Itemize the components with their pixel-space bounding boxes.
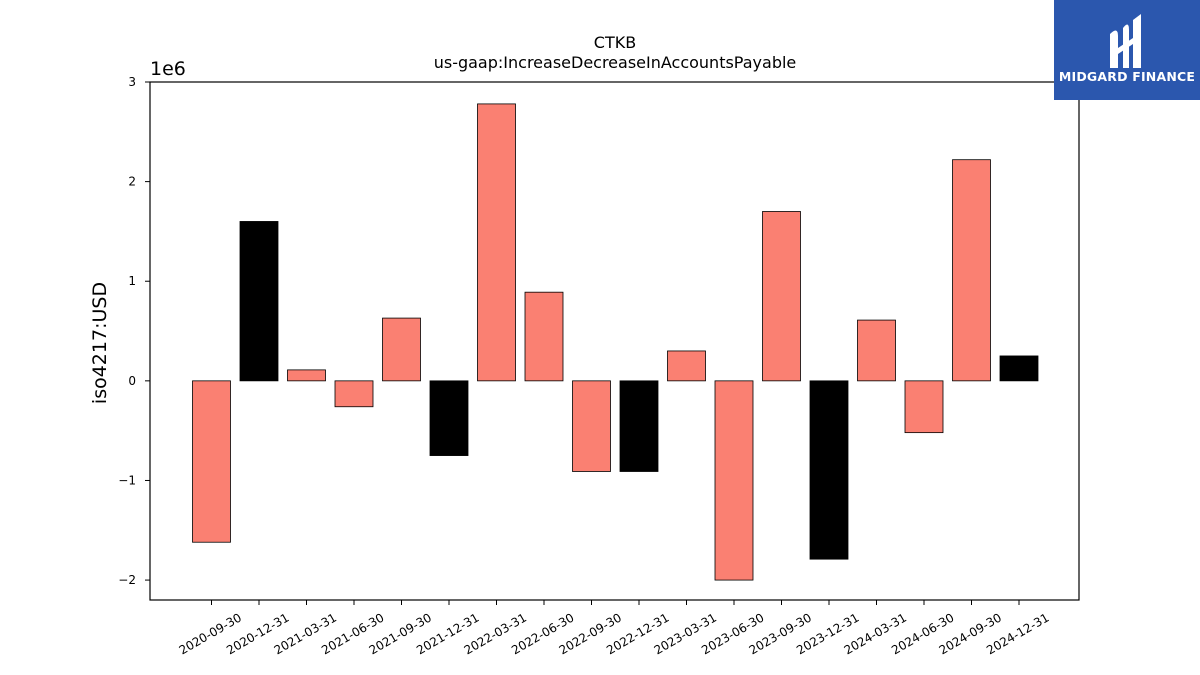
midgard-finance-logo: MIDGARD FINANCE — [1054, 0, 1200, 100]
y-tick-label: 1 — [128, 274, 136, 288]
bar-2024-03-31 — [857, 319, 896, 382]
logo-mark-icon — [1110, 14, 1141, 68]
chart-subtitle: us-gaap:IncreaseDecreaseInAccountsPayabl… — [434, 53, 797, 72]
bar-2022-12-31 — [619, 380, 659, 472]
bar-2020-12-31 — [239, 221, 279, 382]
y-axis-label: iso4217:USD — [89, 282, 111, 404]
y-tick-label: 3 — [128, 75, 136, 89]
bar-2022-09-30 — [572, 380, 611, 472]
bar-2024-09-30 — [952, 159, 991, 382]
bar-2023-06-30 — [714, 380, 754, 581]
bar-2024-06-30 — [904, 380, 944, 434]
bar-2021-06-30 — [334, 380, 374, 408]
plot-frame — [149, 81, 1080, 601]
bar-2023-12-31 — [809, 380, 849, 560]
bar-2024-12-31 — [999, 355, 1039, 382]
y-tick-label: −2 — [118, 573, 136, 587]
bar-2021-03-31 — [287, 369, 326, 382]
bar-2022-06-30 — [524, 291, 564, 382]
y-tick-label: 2 — [128, 175, 136, 189]
bar-2023-03-31 — [667, 350, 706, 382]
bar-2022-03-31 — [477, 103, 516, 382]
y-tick-label: 0 — [128, 374, 136, 388]
y-offset-label: 1e6 — [150, 58, 186, 80]
bar-2020-09-30 — [192, 380, 231, 543]
plot-area: −2−101232020-09-302020-12-312021-03-3120… — [118, 75, 1051, 657]
chart-title: CTKB — [594, 33, 636, 52]
bar-2021-09-30 — [382, 317, 421, 382]
bar-2023-09-30 — [762, 211, 801, 382]
y-tick-label: −1 — [118, 473, 136, 487]
logo-text: MIDGARD FINANCE — [1058, 69, 1196, 84]
bar-2021-12-31 — [429, 380, 469, 456]
